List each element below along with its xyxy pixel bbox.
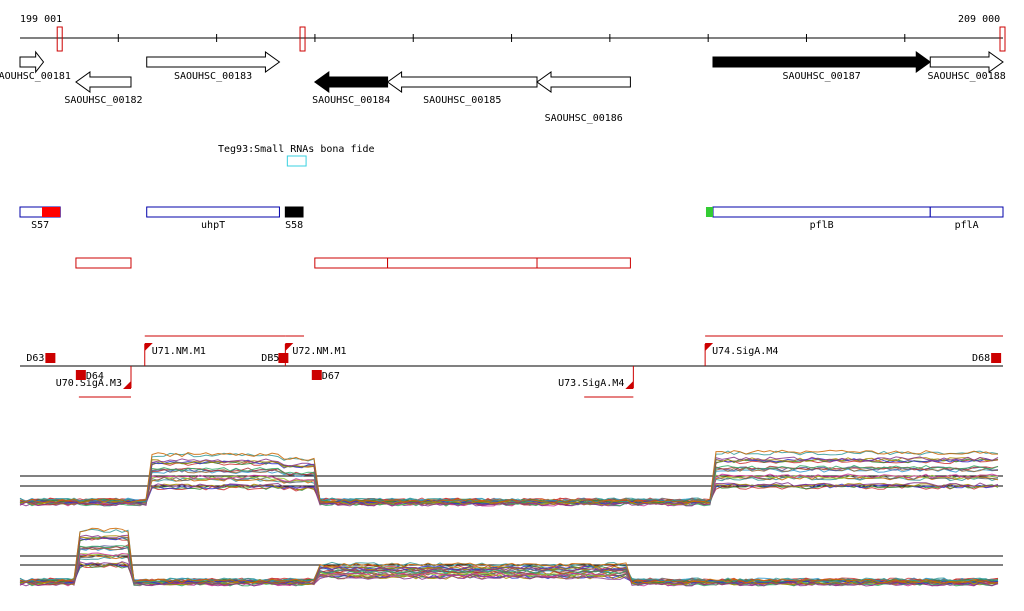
feature-box[interactable] — [146, 206, 280, 218]
ruler-track: 199 001 209 000 — [20, 14, 1006, 52]
gene-arrow[interactable] — [929, 51, 1004, 73]
expression-trace — [19, 464, 999, 507]
gene-label: SAOUHSC_00186 — [545, 113, 623, 124]
gene-label: SAOUHSC_00183 — [174, 71, 252, 82]
feature-marker — [705, 207, 713, 217]
expression-track-1 — [19, 449, 1003, 507]
tss-track: U71.NM.M1 U72.NM.M1 U74.SigA.M4 U70.SigA.M3… — [20, 335, 1003, 398]
feature-box[interactable] — [929, 206, 1004, 218]
tss-label: U72.NM.M1 — [292, 346, 346, 357]
terminator-mark[interactable] — [311, 370, 322, 380]
terminator-label: D68 — [972, 353, 990, 364]
ruler-end-label: 209 000 — [958, 14, 1000, 25]
gene-arrow[interactable] — [386, 71, 538, 93]
tss-flag[interactable] — [705, 343, 714, 351]
feature-label: S58 — [285, 220, 303, 231]
tss-label: U73.SigA.M4 — [558, 378, 624, 389]
expression-trace — [19, 449, 998, 504]
expression-trace — [19, 527, 999, 584]
feature-label: S57 — [31, 220, 49, 231]
tss-flag[interactable] — [285, 343, 294, 351]
terminator-mark[interactable] — [991, 353, 1002, 363]
expression-trace — [19, 528, 999, 583]
ruler-marker — [299, 26, 306, 52]
expression-track-2 — [19, 527, 1003, 587]
feature-box[interactable] — [712, 206, 931, 218]
feature-box[interactable] — [284, 206, 304, 218]
terminator-label: D63 — [26, 353, 44, 364]
gene-label: SAOUHSC_00182 — [64, 95, 142, 106]
operon-box[interactable] — [75, 257, 132, 269]
small-rna-box[interactable] — [286, 155, 307, 167]
tss-label: U71.NM.M1 — [152, 346, 206, 357]
operon-box[interactable] — [314, 257, 389, 269]
ruler-ticks — [56, 26, 1006, 52]
gene-label: SAOUHSC_00181 — [0, 71, 71, 82]
ruler-marker — [999, 26, 1006, 52]
tss-label: U74.SigA.M4 — [712, 346, 778, 357]
terminator-label: D64 — [86, 371, 104, 382]
feature-label: uhpT — [201, 220, 225, 231]
operon-box[interactable] — [536, 257, 631, 269]
small-rna-label: Teg93:Small RNAs bona fide — [218, 144, 375, 155]
gene-label: SAOUHSC_00185 — [423, 95, 501, 106]
terminator-mark[interactable] — [278, 353, 289, 363]
gene-arrow[interactable] — [146, 51, 281, 73]
expression-trace — [19, 456, 999, 507]
operon-box[interactable] — [387, 257, 538, 269]
terminator-label: D67 — [322, 371, 340, 382]
gene-arrow[interactable] — [19, 50, 45, 74]
feature-track: S57 uhpT S58 pflB pflA — [19, 206, 1004, 231]
expression-trace — [19, 476, 999, 503]
terminator-label: DB5 — [261, 353, 279, 364]
gene-arrow[interactable] — [313, 71, 389, 93]
expression-trace — [19, 457, 999, 505]
terminator-mark[interactable] — [45, 353, 56, 363]
tss-flag[interactable] — [144, 343, 153, 351]
gene-arrow[interactable] — [712, 51, 932, 73]
gene-arrow[interactable] — [536, 71, 631, 93]
gene-label: SAOUHSC_00188 — [927, 71, 1005, 82]
ruler-start-label: 199 001 — [20, 14, 62, 25]
gene-label: SAOUHSC_00184 — [312, 95, 390, 106]
gene-track: SAOUHSC_00181 SAOUHSC_00182 SAOUHSC_00183 S… — [0, 50, 1006, 124]
terminator-mark[interactable] — [75, 370, 86, 380]
gene-label: SAOUHSC_00187 — [782, 71, 860, 82]
ruler-marker — [56, 26, 63, 52]
expression-trace — [19, 473, 999, 507]
expression-trace — [19, 459, 999, 503]
tss-flag[interactable] — [625, 381, 634, 389]
tss-flag[interactable] — [122, 381, 131, 389]
gene-arrow[interactable] — [75, 71, 132, 93]
small-rna-track: Teg93:Small RNAs bona fide — [218, 144, 375, 167]
expression-trace — [19, 535, 999, 586]
feature-label: pflA — [955, 220, 979, 231]
feature-label: pflB — [810, 220, 834, 231]
feature-fill — [42, 207, 61, 217]
tss-label: U70.SigA.M3 — [56, 378, 122, 389]
expression-trace — [19, 458, 999, 504]
expression-trace — [19, 545, 999, 587]
expression-trace — [19, 456, 999, 506]
operon-track — [75, 257, 631, 269]
